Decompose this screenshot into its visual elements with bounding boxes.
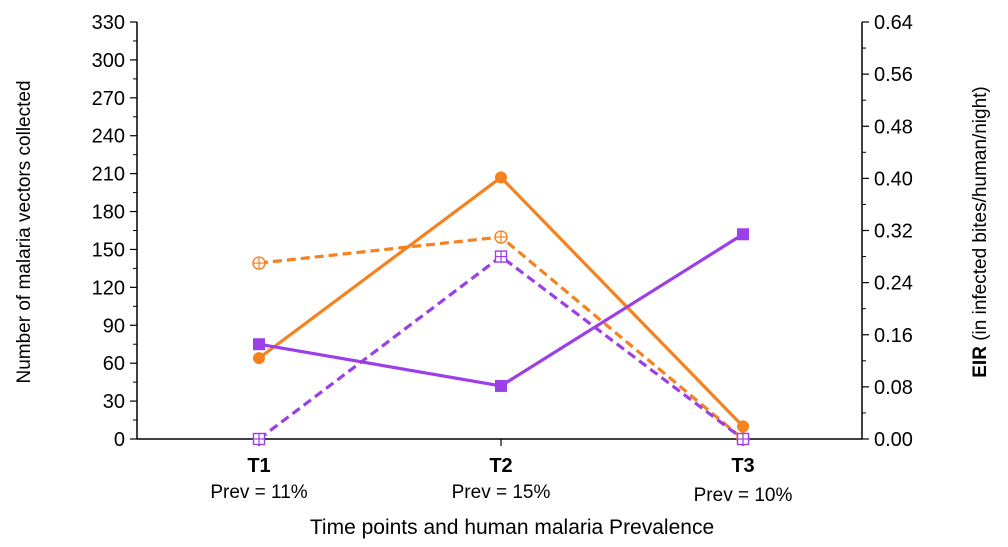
series-1-point: [253, 338, 265, 351]
y-left-tick-label: 60: [103, 353, 125, 375]
y-left-tick-label: 30: [103, 391, 125, 413]
y-left-tick-label: 240: [92, 126, 125, 148]
y-left-tick-label: 300: [92, 50, 125, 72]
y-left-tick-label: 210: [92, 164, 125, 186]
series-2-point: [252, 256, 266, 270]
y-right-tick-label: 0.24: [874, 273, 913, 295]
x-category-label: T2: [489, 455, 512, 477]
y-left-tick-label: 330: [92, 12, 125, 34]
series-1-point: [495, 379, 507, 392]
y-left-tick-label: 270: [92, 88, 125, 110]
x-axis-title: Time points and human malaria Prevalence: [310, 516, 714, 539]
series-3-point: [736, 432, 750, 446]
series-0-point: [737, 420, 749, 433]
x-category-label: T1: [247, 455, 270, 477]
series-2-point: [494, 230, 508, 244]
series-3-point: [494, 250, 508, 263]
x-category-label: T3: [731, 455, 754, 477]
x-category-sublabel: Prev = 10%: [694, 485, 793, 506]
y-axis-title-right-bold: EIR: [970, 346, 991, 378]
x-category-sublabel: Prev = 11%: [210, 482, 307, 503]
y-right-tick-label: 0.40: [874, 168, 913, 190]
y-axis-title-right: EIR (in infected bites/human/night): [970, 86, 991, 378]
y-left-tick-label: 0: [114, 429, 125, 451]
y-axis-title-left: Number of malaria vectors collected: [14, 80, 35, 383]
y-right-tick-label: 0.16: [874, 325, 913, 347]
series-0-point: [253, 352, 265, 365]
y-right-tick-label: 0.08: [874, 377, 913, 399]
y-left-tick-label: 150: [92, 239, 125, 261]
series-3-line: [258, 254, 744, 441]
y-right-tick-label: 0.64: [874, 12, 913, 34]
series-1-point: [737, 228, 749, 241]
series-3-point: [252, 432, 266, 446]
y-right-tick-label: 0.00: [874, 429, 913, 451]
y-axis-title-right-rest: (in infected bites/human/night): [970, 86, 991, 346]
y-left-tick-label: 90: [103, 315, 125, 337]
axes: 0 30 60 90 120 150 180 210 240 270 300 330 0.00 0.08 0…: [92, 12, 913, 506]
x-category-sublabel: Prev = 15%: [452, 482, 551, 503]
y-right-tick-label: 0.48: [874, 116, 913, 138]
y-left-tick-label: 180: [92, 202, 125, 224]
y-left-tick-label: 120: [92, 277, 125, 299]
y-right-tick-label: 0.32: [874, 221, 913, 243]
series-2-line: [258, 235, 745, 441]
y-right-tick-label: 0.56: [874, 64, 913, 86]
series-0-point: [495, 171, 507, 184]
series-layer: [252, 171, 750, 446]
